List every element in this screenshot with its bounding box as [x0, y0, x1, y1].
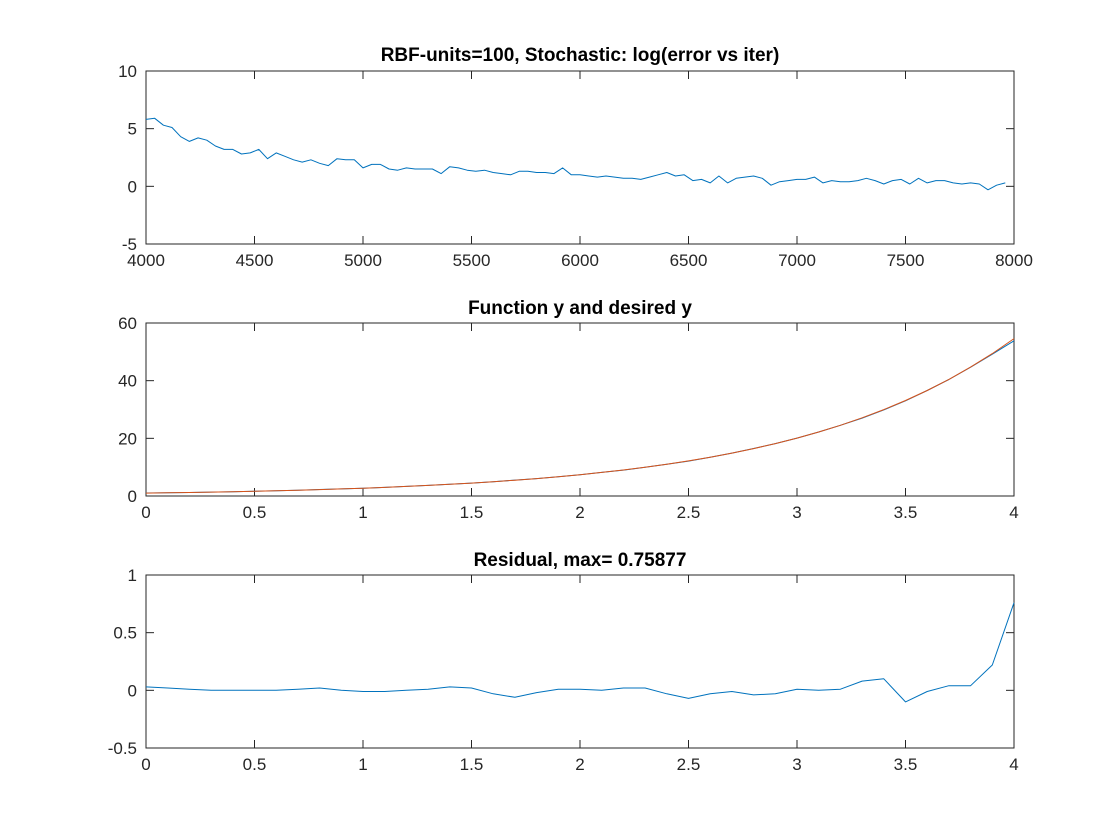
- x-tick-label: 4000: [127, 251, 165, 270]
- x-tick-label: 6000: [561, 251, 599, 270]
- y-tick-label: 0.5: [113, 624, 137, 643]
- x-tick-label: 1.5: [460, 503, 484, 522]
- series-lines: [145, 117, 1006, 191]
- y-tick-label: 60: [118, 314, 137, 333]
- x-tick-label: 0: [141, 755, 150, 774]
- y-tick-label: 40: [118, 372, 137, 391]
- series-line-1: [145, 338, 1015, 494]
- x-tick-label: 0.5: [243, 503, 267, 522]
- series-lines: [145, 602, 1015, 703]
- x-tick-label: 2.5: [677, 503, 701, 522]
- x-tick-label: 3: [792, 755, 801, 774]
- y-tick-label: 0: [128, 177, 137, 196]
- x-tick-label: 5000: [344, 251, 382, 270]
- y-tick-label: 5: [128, 120, 137, 139]
- y-tick-label: 10: [118, 62, 137, 81]
- series-line-0: [145, 117, 1006, 191]
- x-tick-label: 7000: [778, 251, 816, 270]
- x-tick-label: 0.5: [243, 755, 267, 774]
- y-tick-label: 20: [118, 429, 137, 448]
- x-tick-label: 3.5: [894, 755, 918, 774]
- y-tick-label: -5: [122, 235, 137, 254]
- y-tick-label: -0.5: [108, 739, 137, 758]
- x-tick-label: 4: [1009, 503, 1018, 522]
- chart-title: Residual, max= 0.75877: [474, 550, 687, 571]
- x-tick-label: 7500: [887, 251, 925, 270]
- axis-ticks: 4000 4500 5000 5500 6000 6500 7000 7500 8000 -5 0 5…: [118, 62, 1033, 270]
- y-tick-label: 0: [128, 681, 137, 700]
- x-tick-label: 2: [575, 755, 584, 774]
- x-tick-label: 8000: [995, 251, 1033, 270]
- x-tick-label: 5500: [453, 251, 491, 270]
- x-tick-label: 2: [575, 503, 584, 522]
- subplot-function-vs-desired: Function y and desired y 0 0.5 1 1.5 2 2.5 3 3.…: [118, 298, 1019, 522]
- x-tick-label: 6500: [670, 251, 708, 270]
- subplot-error-vs-iter: RBF-units=100, Stochastic: log(error vs …: [118, 45, 1033, 270]
- chart-title: RBF-units=100, Stochastic: log(error vs …: [381, 45, 780, 66]
- x-tick-label: 3: [792, 503, 801, 522]
- x-tick-label: 1: [358, 503, 367, 522]
- x-tick-label: 4: [1009, 755, 1018, 774]
- y-tick-label: 0: [128, 487, 137, 506]
- y-tick-label: 1: [128, 566, 137, 585]
- x-tick-label: 1: [358, 755, 367, 774]
- series-lines: [145, 338, 1015, 494]
- x-tick-label: 4500: [236, 251, 274, 270]
- x-tick-label: 3.5: [894, 503, 918, 522]
- axis-ticks: 0 0.5 1 1.5 2 2.5 3 3.5 4-0.500.51: [108, 566, 1019, 774]
- subplot-residual: Residual, max= 0.75877 0 0.5 1 1.5 2 2.5 3 3.5 4…: [108, 550, 1019, 774]
- series-line-0: [145, 602, 1015, 703]
- x-tick-label: 2.5: [677, 755, 701, 774]
- x-tick-label: 1.5: [460, 755, 484, 774]
- chart-title: Function y and desired y: [468, 298, 692, 319]
- x-tick-label: 0: [141, 503, 150, 522]
